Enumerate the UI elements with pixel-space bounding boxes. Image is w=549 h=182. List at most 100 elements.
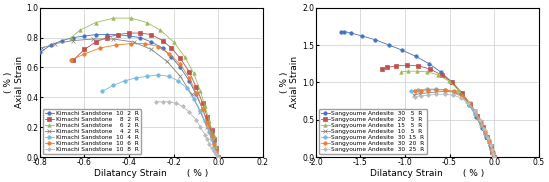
- Kimachi Sandstone    8  2  R: [186, 71, 193, 73]
- Kimachi Sandstone  10  8  R: [208, 147, 215, 149]
- Kimachi Sandstone    4  2  R: [204, 126, 210, 128]
- Sangyoume Andesite  30   5  R: [341, 30, 348, 33]
- Sangyoume Andesite  30  15  R: [491, 156, 497, 158]
- Sangyoume Andesite  10   5  R: [482, 130, 489, 133]
- Kimachi Sandstone    4  2  R: [148, 48, 155, 51]
- Sangyoume Andesite  30   5  R: [466, 104, 473, 106]
- Kimachi Sandstone    4  2  R: [188, 93, 195, 95]
- Kimachi Sandstone    8  2  R: [137, 32, 143, 34]
- Sangyoume Andesite  15   5  R: [486, 143, 493, 145]
- Sangyoume Andesite  30  25  R: [433, 93, 439, 95]
- Kimachi Sandstone  10  6  R: [142, 42, 148, 45]
- Sangyoume Andesite  30   5  R: [448, 80, 455, 83]
- Kimachi Sandstone  10  2  R: [103, 33, 110, 36]
- Kimachi Sandstone    8  2  R: [193, 86, 199, 88]
- Sangyoume Andesite  30   5  R: [385, 44, 392, 46]
- Sangyoume Andesite  15   5  R: [471, 112, 478, 114]
- Kimachi Sandstone    4  2  R: [39, 47, 46, 49]
- Sangyoume Andesite  30  20  R: [433, 89, 439, 91]
- Sangyoume Andesite  10   5  R: [466, 101, 473, 104]
- Kimachi Sandstone  10  2  R: [37, 51, 43, 54]
- Sangyoume Andesite  30   5  R: [473, 116, 480, 118]
- Sangyoume Andesite  20   5  R: [479, 126, 486, 128]
- Sangyoume Andesite  30  15  R: [488, 148, 495, 150]
- Sangyoume Andesite  30  20  R: [451, 90, 457, 92]
- Kimachi Sandstone    6  2  R: [110, 17, 117, 19]
- Sangyoume Andesite  30   5  R: [478, 127, 485, 129]
- Kimachi Sandstone  10  4  R: [99, 90, 105, 92]
- Sangyoume Andesite  30  15  R: [478, 123, 484, 125]
- Y-axis label: ( % )
Axial Strain: ( % ) Axial Strain: [4, 56, 24, 108]
- Sangyoume Andesite  30  15  R: [459, 96, 466, 98]
- Sangyoume Andesite  30  25  R: [481, 128, 488, 130]
- Sangyoume Andesite  15   5  R: [483, 134, 489, 136]
- Sangyoume Andesite  30  25  R: [491, 156, 497, 158]
- Kimachi Sandstone    6  2  R: [144, 21, 150, 24]
- Sangyoume Andesite  30  20  R: [459, 95, 466, 97]
- Sangyoume Andesite  10   5  R: [417, 92, 423, 95]
- Kimachi Sandstone    8  2  R: [92, 41, 99, 43]
- Kimachi Sandstone  10  2  R: [27, 62, 34, 64]
- Sangyoume Andesite  30  15  R: [415, 89, 422, 91]
- Kimachi Sandstone  10  4  R: [211, 145, 217, 148]
- Sangyoume Andesite  30  20  R: [491, 156, 497, 158]
- Line: Kimachi Sandstone  10  8  R: Kimachi Sandstone 10 8 R: [154, 100, 220, 159]
- Kimachi Sandstone  10  2  R: [204, 120, 210, 122]
- Kimachi Sandstone  10  8  R: [186, 111, 193, 113]
- Sangyoume Andesite  30  20  R: [488, 147, 495, 149]
- Sangyoume Andesite  30  20  R: [482, 130, 489, 133]
- Sangyoume Andesite  30   5  R: [438, 71, 444, 73]
- Sangyoume Andesite  15   5  R: [489, 150, 496, 152]
- Sangyoume Andesite  30  25  R: [489, 149, 496, 151]
- Kimachi Sandstone    8  2  R: [215, 156, 222, 158]
- Kimachi Sandstone  10  8  R: [211, 150, 217, 152]
- Kimachi Sandstone  10  6  R: [211, 143, 217, 145]
- Sangyoume Andesite  30   5  R: [359, 35, 366, 37]
- Sangyoume Andesite  20   5  R: [438, 74, 445, 76]
- Kimachi Sandstone  10  4  R: [184, 87, 191, 89]
- Kimachi Sandstone  10  2  R: [208, 132, 215, 134]
- Kimachi Sandstone  10  6  R: [155, 46, 161, 48]
- Kimachi Sandstone  10  2  R: [148, 41, 155, 43]
- Kimachi Sandstone    8  2  R: [204, 116, 210, 118]
- Kimachi Sandstone  10  4  R: [191, 98, 197, 100]
- Kimachi Sandstone    8  2  R: [177, 57, 184, 60]
- Kimachi Sandstone    8  2  R: [199, 102, 206, 104]
- Sangyoume Andesite  10   5  R: [459, 95, 466, 97]
- Kimachi Sandstone  10  2  R: [159, 47, 166, 49]
- Sangyoume Andesite  30  15  R: [433, 88, 439, 90]
- Sangyoume Andesite  30  15  R: [490, 152, 496, 154]
- Sangyoume Andesite  30  20  R: [425, 89, 432, 91]
- Line: Kimachi Sandstone    4  2  R: Kimachi Sandstone 4 2 R: [41, 37, 220, 159]
- Sangyoume Andesite  30  15  R: [451, 91, 457, 93]
- Sangyoume Andesite  30  25  R: [450, 94, 456, 96]
- Sangyoume Andesite  30   5  R: [412, 55, 419, 57]
- Kimachi Sandstone  10  2  R: [177, 66, 184, 68]
- Sangyoume Andesite  30  25  R: [418, 95, 424, 97]
- Kimachi Sandstone    4  2  R: [215, 156, 222, 158]
- Sangyoume Andesite  15   5  R: [435, 74, 441, 76]
- Kimachi Sandstone  10  8  R: [159, 101, 166, 103]
- Sangyoume Andesite  15   5  R: [404, 70, 411, 72]
- Sangyoume Andesite  15   5  R: [464, 100, 470, 102]
- Sangyoume Andesite  10   5  R: [451, 91, 457, 93]
- Kimachi Sandstone  10  4  R: [215, 156, 222, 158]
- Sangyoume Andesite  10   5  R: [425, 92, 432, 94]
- Sangyoume Andesite  20   5  R: [393, 65, 399, 67]
- Kimachi Sandstone    4  2  R: [213, 149, 220, 151]
- Sangyoume Andesite  30  20  R: [478, 121, 484, 123]
- Kimachi Sandstone  10  2  R: [59, 39, 65, 42]
- Kimachi Sandstone  10  2  R: [81, 35, 88, 37]
- Line: Kimachi Sandstone    6  2  R: Kimachi Sandstone 6 2 R: [69, 16, 220, 159]
- Kimachi Sandstone    6  2  R: [68, 36, 74, 39]
- Kimachi Sandstone  10  8  R: [201, 134, 208, 136]
- Kimachi Sandstone    6  2  R: [170, 41, 177, 43]
- Kimachi Sandstone  10  4  R: [110, 84, 117, 86]
- X-axis label: Dilatancy Strain       ( % ): Dilatancy Strain ( % ): [94, 169, 209, 178]
- Sangyoume Andesite  30  20  R: [411, 90, 418, 92]
- Kimachi Sandstone  10  6  R: [68, 59, 74, 61]
- Sangyoume Andesite  10   5  R: [490, 152, 496, 154]
- Kimachi Sandstone  10  8  R: [193, 119, 199, 121]
- Kimachi Sandstone    6  2  R: [128, 17, 135, 19]
- Sangyoume Andesite  10   5  R: [433, 91, 439, 93]
